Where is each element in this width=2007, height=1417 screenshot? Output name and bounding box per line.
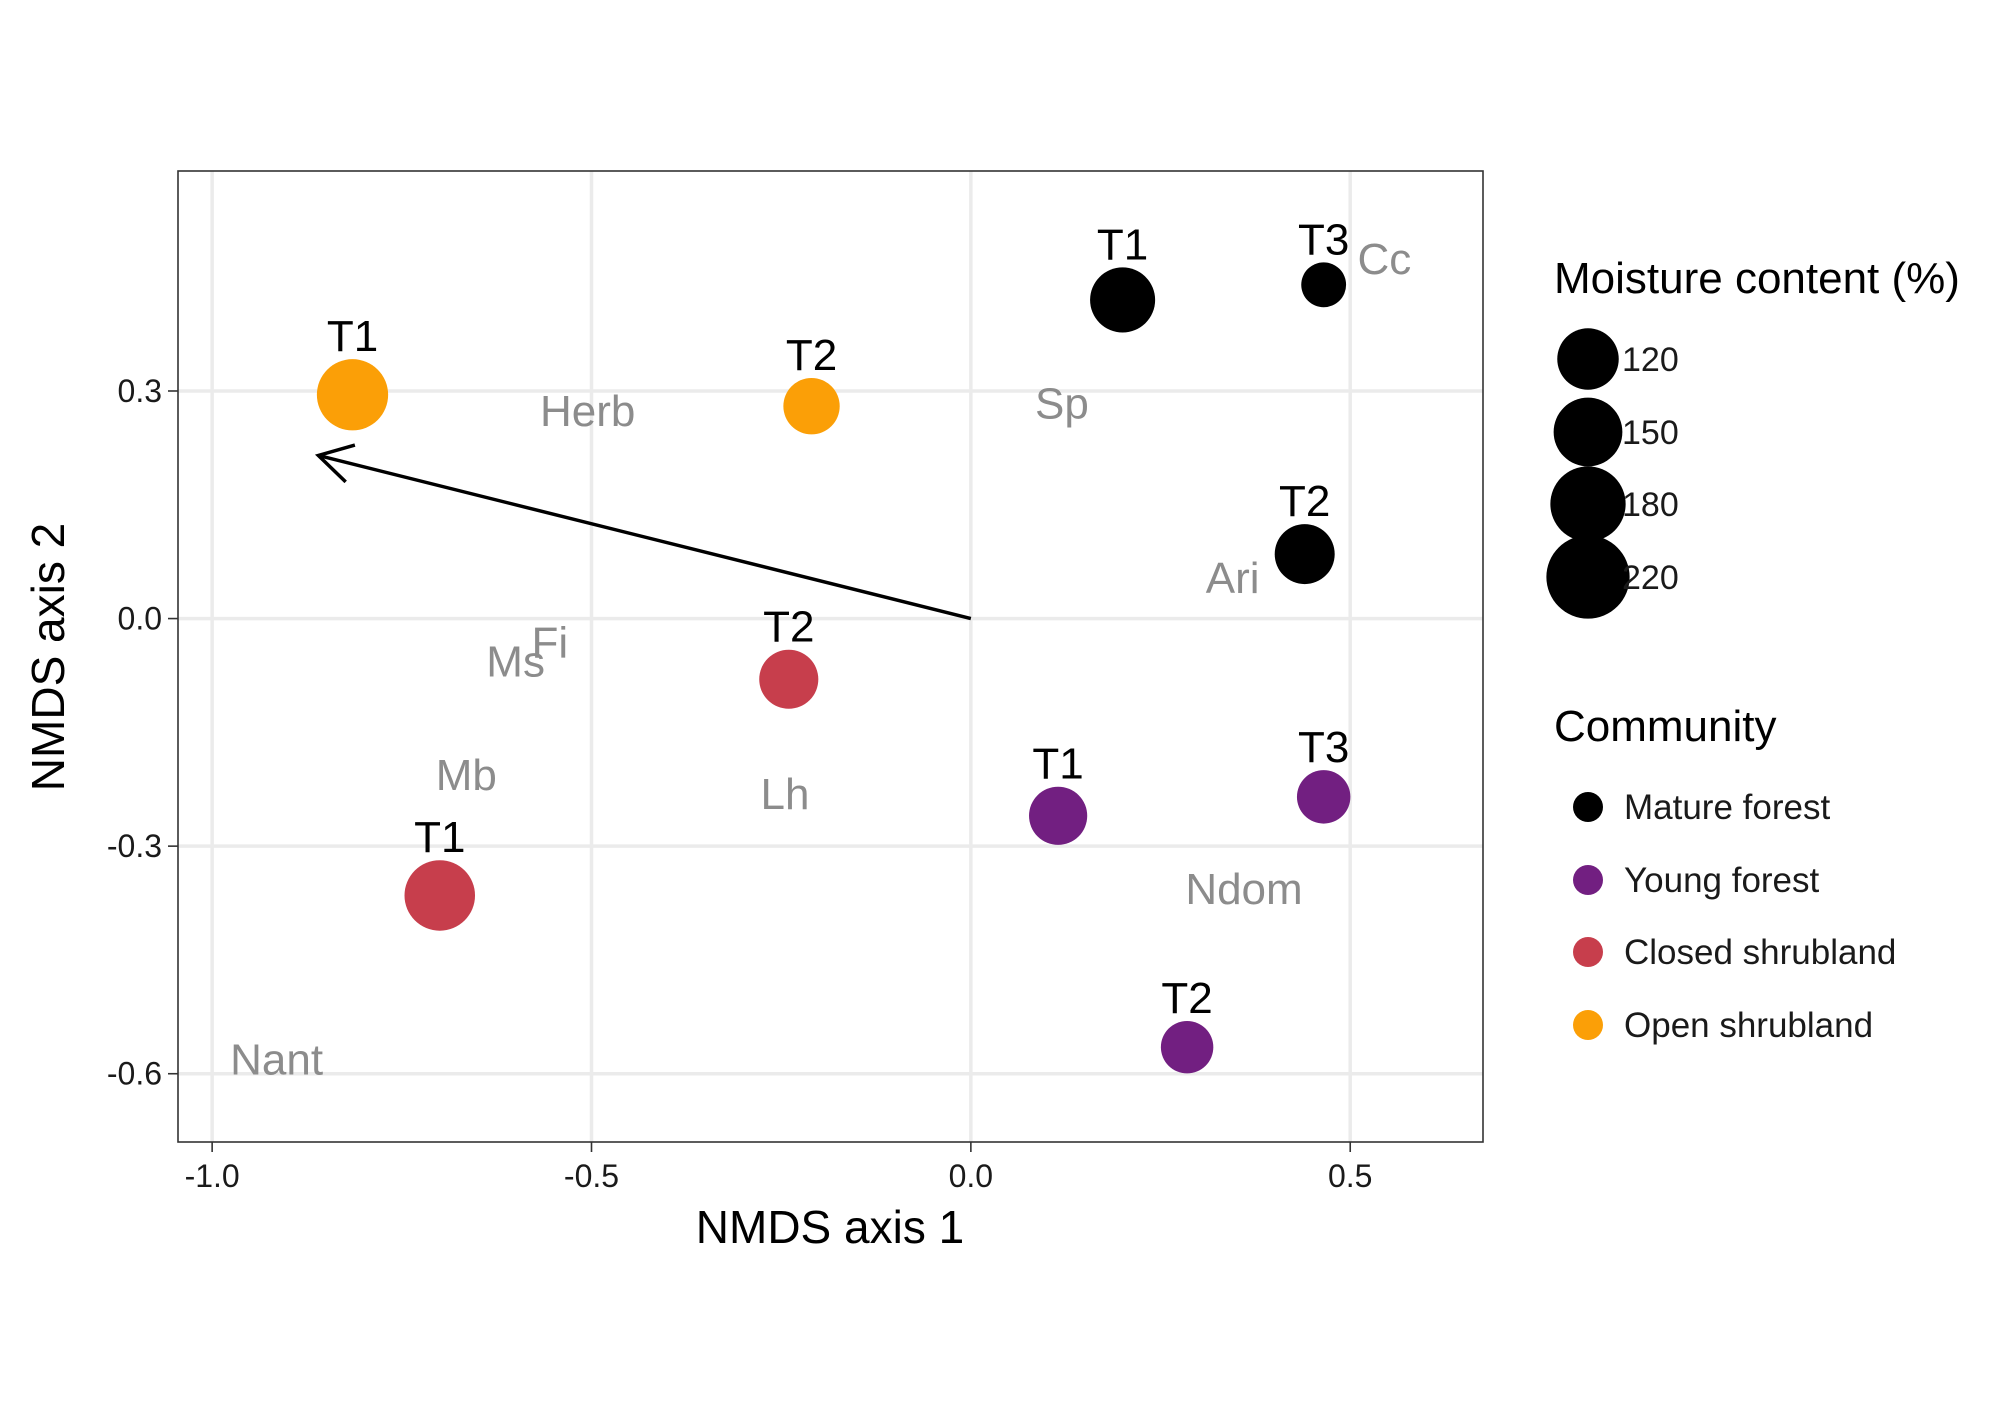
legend-color-label: Open shrubland bbox=[1624, 1006, 1873, 1045]
legend-color-key bbox=[1573, 937, 1603, 967]
legend-color-title: Community bbox=[1554, 702, 1777, 751]
species-label: Ndom bbox=[1185, 865, 1302, 914]
data-points: T1 T2 T3 T1 T2 T3 T1 T2 T1 T2 bbox=[316, 215, 1351, 1074]
legend-size-label: 150 bbox=[1622, 414, 1679, 452]
point-label: T2 bbox=[1161, 974, 1212, 1023]
x-tick-label: 0.0 bbox=[949, 1158, 993, 1194]
legend-color-label: Young forest bbox=[1624, 861, 1820, 900]
panel-border bbox=[177, 170, 1484, 1143]
x-axis-title: NMDS axis 1 bbox=[696, 1201, 964, 1253]
species-label: Ari bbox=[1206, 554, 1260, 603]
point-label: T3 bbox=[1298, 215, 1349, 264]
legend-color-key bbox=[1573, 1010, 1603, 1040]
x-tick-label: -0.5 bbox=[564, 1158, 619, 1194]
legend-color-label: Mature forest bbox=[1624, 788, 1830, 827]
data-point bbox=[1160, 1020, 1214, 1074]
species-label: Nant bbox=[230, 1036, 323, 1085]
species-label: Cc bbox=[1357, 235, 1411, 284]
point-label: T1 bbox=[1032, 740, 1083, 789]
legend-size-title: Moisture content (%) bbox=[1554, 254, 1960, 303]
legend-size-key bbox=[1550, 466, 1626, 542]
legend-size-label: 180 bbox=[1622, 486, 1679, 524]
data-point bbox=[1029, 786, 1088, 845]
axes: -1.0 -0.5 0.0 0.5 0.3 0.0 -0.3 -0.6 bbox=[107, 373, 1373, 1194]
species-label: Sp bbox=[1035, 379, 1089, 428]
legend-size-label: 220 bbox=[1622, 559, 1679, 597]
legend-size-key bbox=[1553, 397, 1623, 467]
x-tick-label: 0.5 bbox=[1328, 1158, 1372, 1194]
species-label: Ms bbox=[486, 637, 545, 686]
point-label: T1 bbox=[1097, 220, 1148, 269]
legend-size-key bbox=[1557, 328, 1619, 390]
legend-size-key bbox=[1546, 535, 1630, 619]
point-label: T1 bbox=[414, 813, 465, 862]
legend-color-key bbox=[1573, 865, 1603, 895]
species-label: Fi bbox=[531, 618, 568, 667]
data-point bbox=[1296, 770, 1351, 824]
legend-size-entries: 120 150 180 220 bbox=[1546, 328, 1679, 619]
vector-arrow bbox=[314, 443, 972, 621]
y-tick-label: -0.6 bbox=[107, 1056, 162, 1092]
species-label: Herb bbox=[540, 387, 635, 436]
data-point bbox=[316, 359, 389, 431]
point-label: T3 bbox=[1298, 723, 1349, 772]
arrow-head bbox=[314, 443, 356, 484]
legend-color-label: Closed shrubland bbox=[1624, 933, 1896, 972]
data-point bbox=[783, 377, 840, 435]
y-tick-label: 0.3 bbox=[118, 373, 162, 409]
y-tick-label: -0.3 bbox=[107, 828, 162, 864]
legends: Moisture content (%) 120 150 180 220 Commun… bbox=[1546, 254, 1960, 1045]
data-point bbox=[404, 860, 476, 931]
point-label: T2 bbox=[1279, 477, 1330, 526]
point-label: T2 bbox=[786, 331, 837, 380]
legend-color-key bbox=[1573, 792, 1603, 822]
y-axis-title: NMDS axis 2 bbox=[22, 523, 74, 791]
data-point bbox=[759, 649, 819, 709]
data-point bbox=[1090, 267, 1156, 333]
grid-lines bbox=[178, 171, 1483, 1142]
x-tick-label: -1.0 bbox=[185, 1158, 240, 1194]
species-label: Mb bbox=[436, 751, 497, 800]
species-label: Lh bbox=[761, 770, 810, 819]
legend-size-label: 120 bbox=[1622, 341, 1679, 379]
y-tick-label: 0.0 bbox=[118, 601, 162, 637]
arrow-shaft bbox=[317, 453, 972, 621]
legend-color-entries: Mature forest Young forest Closed shrublan… bbox=[1573, 788, 1896, 1045]
point-label: T1 bbox=[327, 312, 378, 361]
data-point bbox=[1301, 262, 1347, 308]
point-label: T2 bbox=[763, 603, 814, 652]
data-point bbox=[1274, 524, 1335, 585]
